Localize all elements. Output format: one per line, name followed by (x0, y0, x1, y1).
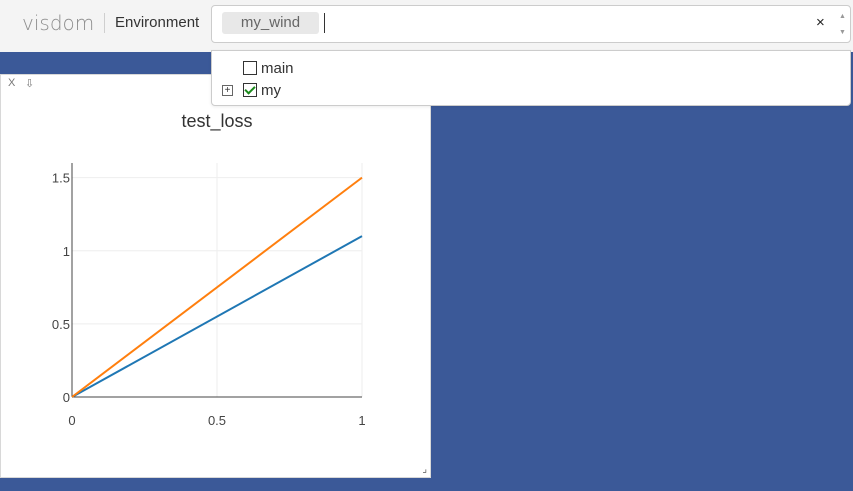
environment-select[interactable]: my_wind × ▲ ▼ (211, 5, 851, 43)
selected-environment-tag[interactable]: my_wind (222, 12, 319, 34)
x-tick-label: 1 (358, 413, 365, 428)
scroll-up-arrow-icon[interactable]: ▲ (839, 13, 846, 20)
top-bar: visdom Environment my_wind × ▲ ▼ (0, 0, 853, 52)
resize-handle-icon[interactable]: ⌟ (422, 464, 427, 475)
y-tick-label: 0.5 (52, 317, 70, 332)
x-tick-label: 0.5 (208, 413, 226, 428)
y-tick-label: 1.5 (52, 171, 70, 186)
x-tick-label: 0 (68, 413, 75, 428)
download-icon[interactable]: ⇩ (25, 78, 35, 90)
close-pane-button[interactable]: X (8, 77, 16, 89)
y-tick-label: 1 (63, 244, 70, 259)
env-option-label-my: my (261, 81, 281, 99)
clear-selection-button[interactable]: × (816, 14, 825, 31)
checkbox-main[interactable] (243, 61, 257, 75)
y-tick-label: 0 (63, 390, 70, 405)
environment-dropdown: main + my (211, 50, 851, 106)
env-option-label-main: main (261, 59, 294, 77)
chart-title: test_loss (181, 111, 252, 132)
plot-pane: X ⇩ test_loss 0 0.5 1 1.5 0 0.5 1 ⌟ (0, 74, 431, 478)
checkbox-my[interactable] (243, 83, 257, 97)
scroll-down-arrow-icon[interactable]: ▼ (839, 29, 846, 36)
brand-divider (104, 13, 105, 33)
app-brand[interactable]: visdom (22, 11, 95, 35)
text-cursor (324, 13, 325, 33)
environment-label: Environment (115, 14, 200, 31)
series-line-1 (71, 235, 363, 398)
line-chart: test_loss 0 0.5 1 1.5 0 0.5 1 (52, 111, 366, 428)
expand-icon[interactable]: + (222, 84, 233, 96)
env-option-main[interactable]: main (243, 58, 294, 78)
series-line-2 (71, 176, 363, 398)
env-option-my[interactable]: + my (222, 80, 281, 100)
